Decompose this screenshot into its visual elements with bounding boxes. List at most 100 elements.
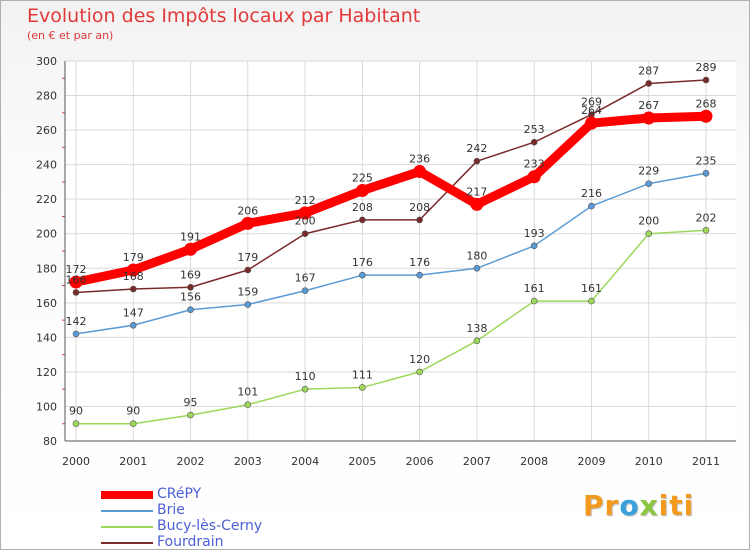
data-label: 101 — [237, 386, 258, 399]
data-point — [69, 275, 83, 289]
data-point — [359, 384, 366, 391]
y-tick-label: 100 — [36, 400, 57, 413]
legend-label: Bucy-lès-Cerny — [157, 518, 263, 534]
proxiti-logo: Proxiti — [583, 489, 694, 522]
data-label: 176 — [352, 256, 373, 269]
x-tick-label: 2009 — [577, 455, 605, 468]
data-point — [584, 116, 598, 130]
data-label: 206 — [237, 204, 258, 217]
data-point — [416, 368, 423, 376]
data-label: 179 — [237, 251, 258, 264]
y-tick-label: 180 — [36, 262, 57, 275]
legend-label: Brie — [157, 502, 185, 518]
data-point — [187, 411, 194, 419]
data-label: 287 — [638, 64, 659, 77]
data-point — [129, 420, 137, 428]
data-point — [244, 401, 252, 409]
data-point — [301, 287, 309, 295]
y-tick-label: 120 — [36, 366, 57, 379]
logo-part: o — [619, 489, 640, 522]
data-label: 138 — [466, 322, 487, 335]
data-label: 172 — [66, 263, 87, 276]
data-point — [187, 306, 194, 314]
data-label: 110 — [295, 370, 316, 383]
legend-item: CRéPY — [101, 486, 341, 503]
y-tick-label: 200 — [36, 228, 57, 241]
data-point — [527, 170, 541, 184]
data-label: 200 — [638, 215, 659, 228]
legend-swatch — [101, 542, 153, 544]
data-label: 166 — [66, 273, 87, 286]
data-point — [244, 266, 252, 274]
data-label: 253 — [524, 123, 545, 136]
y-tick-label: 220 — [36, 193, 57, 206]
data-label: 267 — [638, 99, 659, 112]
data-label: 159 — [237, 286, 258, 299]
data-label: 202 — [696, 211, 717, 224]
x-tick-label: 2002 — [177, 455, 205, 468]
data-label: 90 — [69, 405, 83, 418]
series-line-brie — [75, 172, 707, 335]
x-tick-label: 2003 — [234, 455, 262, 468]
data-point — [416, 216, 423, 224]
x-tick-label: 2006 — [406, 455, 434, 468]
data-label: 236 — [409, 153, 430, 166]
data-label: 208 — [409, 201, 430, 214]
x-tick-label: 2010 — [635, 455, 663, 468]
data-point — [72, 289, 80, 296]
data-point — [588, 202, 595, 210]
data-label: 193 — [524, 227, 545, 240]
data-point — [473, 157, 481, 165]
data-point — [359, 216, 366, 224]
data-point — [702, 76, 710, 84]
data-point — [184, 242, 198, 256]
data-label: 235 — [696, 154, 717, 167]
data-label: 179 — [123, 251, 144, 264]
data-label: 147 — [123, 306, 144, 319]
data-point — [301, 385, 309, 393]
logo-part: iti — [658, 489, 695, 522]
data-label: 233 — [524, 158, 545, 171]
data-point — [126, 263, 140, 277]
x-tick-label: 2001 — [119, 455, 147, 468]
data-label: 191 — [180, 230, 201, 243]
data-label: 168 — [123, 270, 144, 283]
data-point — [588, 297, 595, 305]
data-label: 161 — [524, 282, 545, 295]
data-point — [359, 271, 366, 279]
legend-swatch — [101, 491, 153, 499]
data-point — [530, 138, 538, 146]
data-point — [187, 283, 194, 291]
data-label: 95 — [184, 396, 198, 409]
data-label: 242 — [466, 142, 487, 155]
data-label: 161 — [581, 282, 602, 295]
data-point — [416, 271, 423, 279]
data-point — [298, 206, 312, 220]
legend-label: Fourdrain — [157, 534, 224, 550]
x-tick-label: 2004 — [291, 455, 319, 468]
y-tick-label: 140 — [36, 331, 57, 344]
x-tick-label: 2008 — [520, 455, 548, 468]
y-tick-label: 80 — [43, 435, 57, 448]
x-tick-label: 2011 — [692, 455, 720, 468]
data-point — [645, 180, 653, 187]
logo-part: x — [639, 489, 659, 522]
y-tick-label: 280 — [36, 90, 57, 103]
x-tick-label: 2007 — [463, 455, 491, 468]
data-label: 90 — [126, 405, 140, 418]
data-point — [645, 230, 653, 238]
legend-item: Bucy-lès-Cerny — [101, 518, 341, 535]
logo-part: Pr — [583, 489, 620, 522]
legend-swatch — [101, 510, 153, 512]
data-label: 217 — [466, 185, 487, 198]
legend-item: Fourdrain — [101, 534, 341, 550]
data-label: 225 — [352, 172, 373, 185]
series-line-bucy-l-s-cerny — [75, 229, 707, 425]
data-label: 156 — [180, 291, 201, 304]
data-point — [413, 165, 427, 179]
data-point — [244, 301, 252, 308]
data-label: 208 — [352, 201, 373, 214]
data-point — [473, 337, 481, 345]
